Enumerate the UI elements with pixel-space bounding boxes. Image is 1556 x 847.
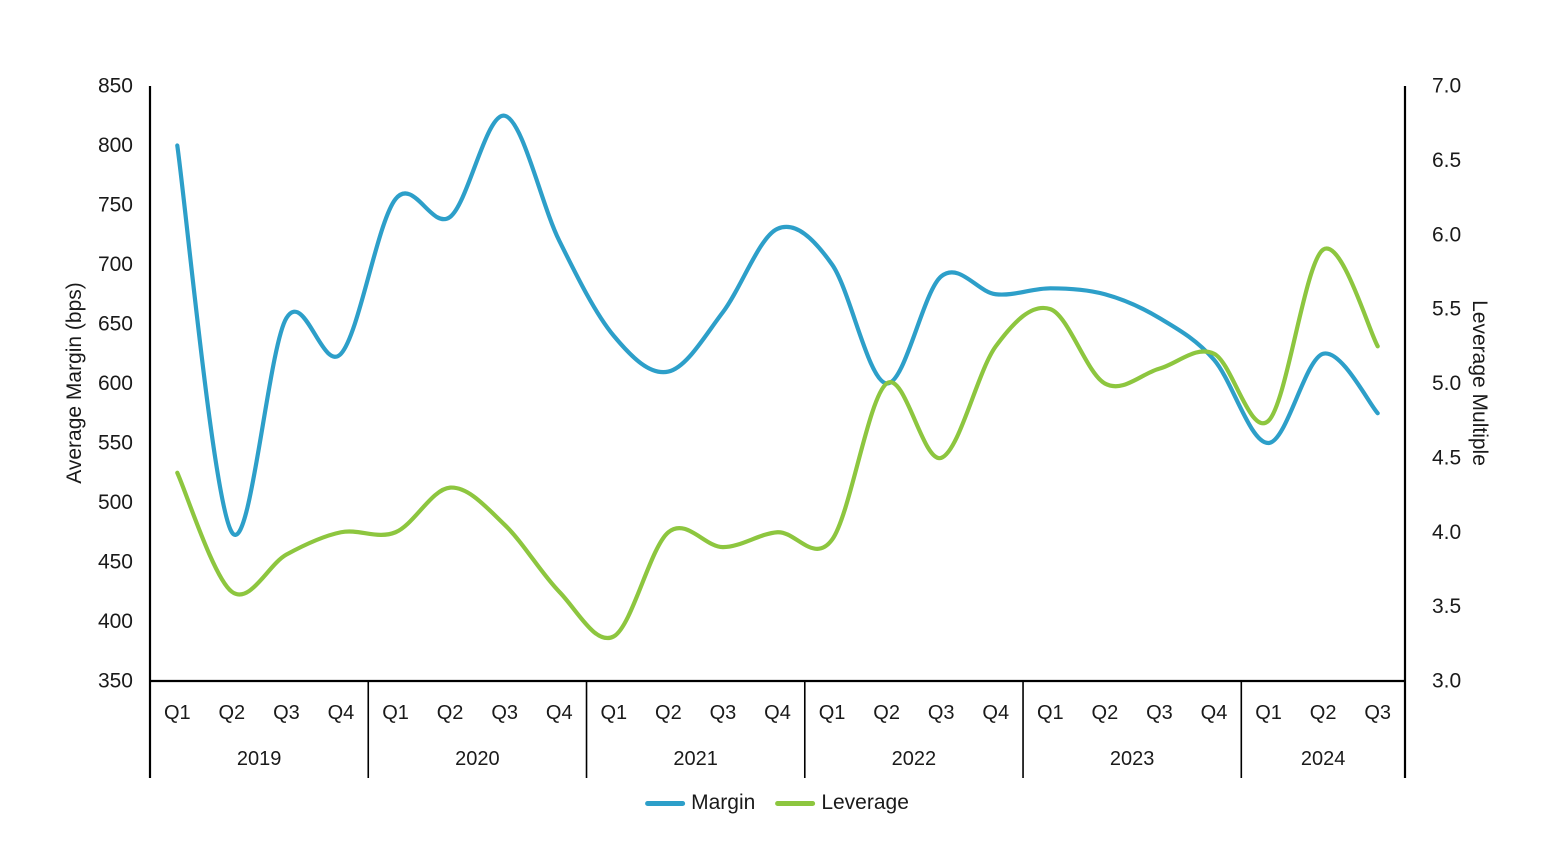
quarter-label: Q2 bbox=[655, 702, 682, 724]
quarter-label: Q4 bbox=[982, 702, 1009, 724]
quarter-label: Q2 bbox=[1310, 702, 1337, 724]
year-label: 2021 bbox=[673, 748, 718, 770]
quarter-label: Q4 bbox=[764, 702, 791, 724]
right-axis-tick: 3.5 bbox=[1432, 595, 1461, 618]
left-axis-tick: 850 bbox=[98, 75, 133, 98]
year-label: 2022 bbox=[892, 748, 937, 770]
quarter-label: Q2 bbox=[873, 702, 900, 724]
right-axis-tick: 5.5 bbox=[1432, 298, 1461, 321]
year-label: 2024 bbox=[1301, 748, 1346, 770]
quarter-label: Q1 bbox=[600, 702, 627, 724]
quarter-label: Q3 bbox=[273, 702, 300, 724]
quarter-label: Q1 bbox=[1255, 702, 1282, 724]
quarter-label: Q3 bbox=[491, 702, 518, 724]
legend-label-margin: Margin bbox=[691, 791, 756, 814]
right-axis-tick: 3.0 bbox=[1432, 670, 1461, 693]
year-label: 2019 bbox=[237, 748, 282, 770]
right-axis-tick: 5.0 bbox=[1432, 372, 1461, 395]
legend-label-leverage: Leverage bbox=[821, 791, 909, 814]
left-axis-tick: 800 bbox=[98, 134, 133, 157]
right-axis-tick: 6.0 bbox=[1432, 223, 1461, 246]
left-axis-tick: 500 bbox=[98, 491, 133, 514]
quarter-label: Q4 bbox=[546, 702, 573, 724]
right-axis-tick: 4.0 bbox=[1432, 521, 1461, 544]
quarter-label: Q4 bbox=[328, 702, 355, 724]
left-axis-tick: 700 bbox=[98, 253, 133, 276]
quarter-label: Q1 bbox=[164, 702, 191, 724]
left-axis-tick: 650 bbox=[98, 313, 133, 336]
quarter-label: Q2 bbox=[437, 702, 464, 724]
quarter-label: Q1 bbox=[382, 702, 409, 724]
left-axis-tick: 550 bbox=[98, 432, 133, 455]
left-axis-tick: 450 bbox=[98, 551, 133, 574]
series-line-margin bbox=[175, 113, 1380, 538]
right-axis-tick: 4.5 bbox=[1432, 446, 1461, 469]
left-axis-tick: 750 bbox=[98, 194, 133, 217]
right-axis-tick: 6.5 bbox=[1432, 149, 1461, 172]
quarter-label: Q3 bbox=[928, 702, 955, 724]
series-line-leverage bbox=[175, 246, 1380, 641]
quarter-label: Q1 bbox=[819, 702, 846, 724]
quarter-label: Q4 bbox=[1201, 702, 1228, 724]
leverage-line-swatch bbox=[775, 800, 816, 806]
quarter-label: Q3 bbox=[1364, 702, 1391, 724]
quarter-label: Q3 bbox=[1146, 702, 1173, 724]
left-axis-tick: 350 bbox=[98, 670, 133, 693]
legend-item-leverage: Leverage bbox=[775, 791, 909, 815]
quarter-label: Q2 bbox=[219, 702, 246, 724]
year-label: 2020 bbox=[455, 748, 500, 770]
left-axis-title: Average Margin (bps) bbox=[63, 282, 86, 484]
quarter-label: Q1 bbox=[1037, 702, 1064, 724]
legend-item-margin: Margin bbox=[645, 791, 755, 815]
margin-line-swatch bbox=[645, 800, 686, 806]
left-axis-tick: 400 bbox=[98, 610, 133, 633]
year-label: 2023 bbox=[1110, 748, 1155, 770]
quarter-label: Q3 bbox=[710, 702, 737, 724]
quarter-label: Q2 bbox=[1092, 702, 1119, 724]
right-axis-tick: 7.0 bbox=[1432, 75, 1461, 98]
left-axis-tick: 600 bbox=[98, 372, 133, 395]
legend: Margin Leverage bbox=[645, 791, 909, 815]
right-axis-title: Leverage Multiple bbox=[1468, 300, 1491, 466]
